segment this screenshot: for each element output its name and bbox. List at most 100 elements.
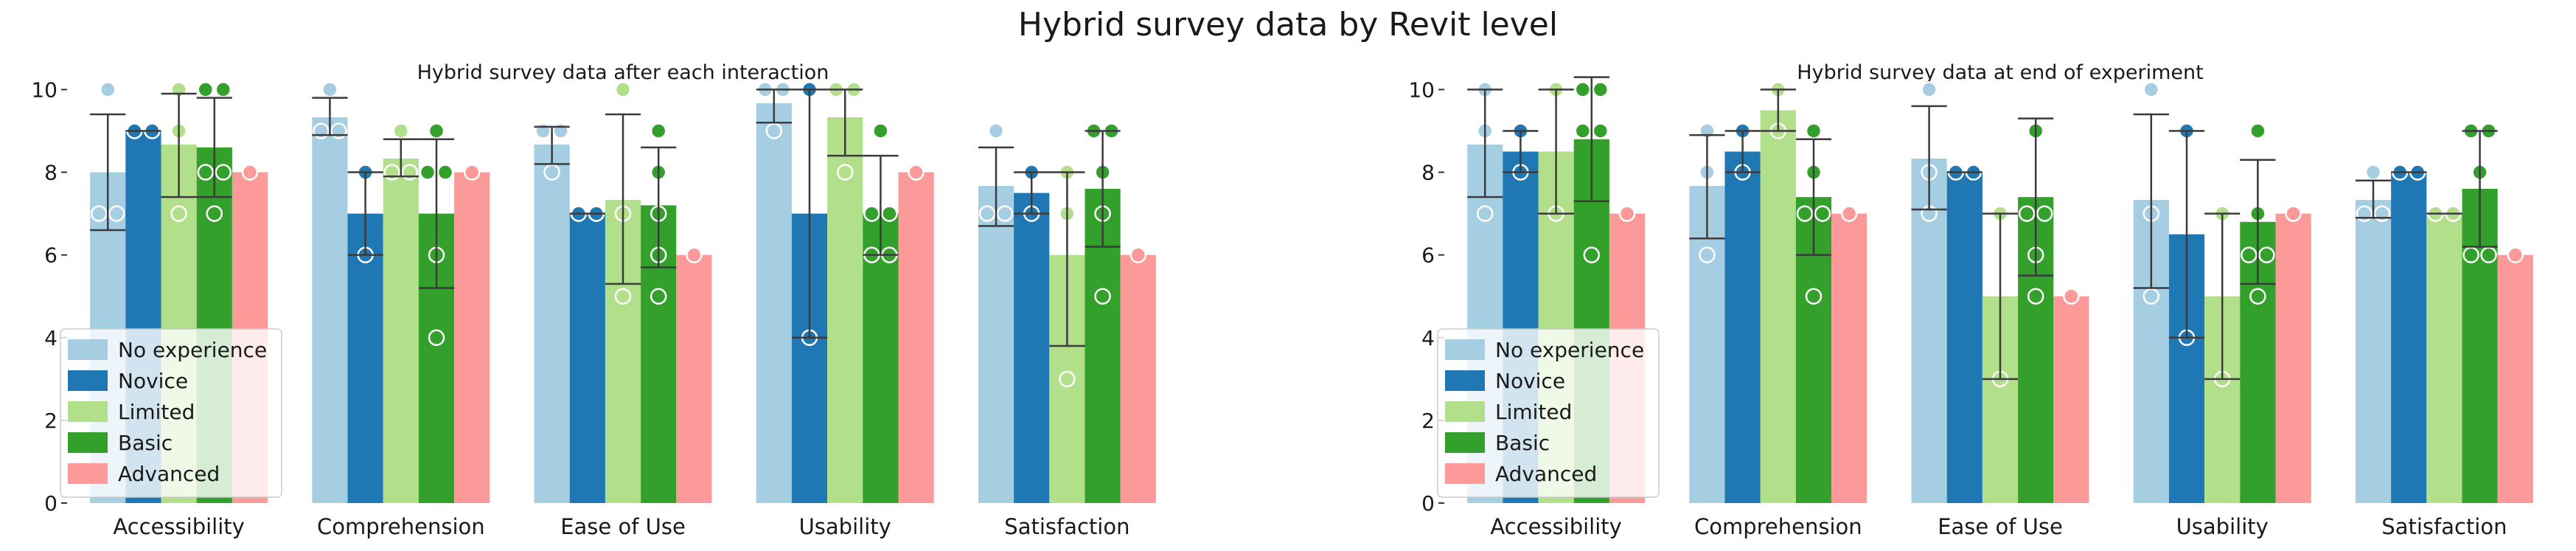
y-tick-label: 6 (1421, 243, 1435, 268)
legend-label: Novice (118, 369, 188, 393)
data-point (215, 164, 232, 181)
data-point (908, 164, 925, 181)
data-point (2480, 246, 2497, 263)
data-point (1476, 205, 1494, 222)
data-point (1129, 246, 1147, 263)
figure-title: Hybrid survey data by Revit level (1017, 6, 1559, 44)
chart-panel-2: Hybrid survey data at end of experiment 0… (1408, 61, 2533, 539)
data-point (552, 122, 569, 139)
legend-swatch (1445, 463, 1485, 484)
data-point (392, 122, 410, 139)
data-point (2241, 246, 2258, 263)
data-point (419, 164, 436, 181)
data-point (463, 164, 481, 181)
data-point (996, 205, 1014, 222)
data-point (330, 122, 347, 139)
data-point (1618, 205, 1636, 222)
data-point (2507, 246, 2524, 263)
y-tick-label: 4 (44, 326, 58, 350)
x-tick-label: Ease of Use (1938, 514, 2063, 539)
data-point (650, 122, 667, 139)
data-point (2258, 246, 2275, 263)
data-point (1574, 122, 1592, 139)
data-point (99, 81, 116, 98)
x-tick-label: Satisfaction (1004, 514, 1129, 539)
y-tick-label: 10 (31, 77, 58, 102)
bar (2355, 200, 2392, 503)
data-point (2142, 81, 2160, 98)
data-point (614, 81, 632, 98)
x-tick-label: Usability (2176, 514, 2269, 539)
x-tick-label: Comprehension (1694, 514, 1862, 539)
legend-swatch (1445, 370, 1485, 391)
data-point (1796, 205, 1814, 222)
data-point (2364, 164, 2382, 181)
data-point (1592, 81, 1609, 98)
legend-swatch (1445, 401, 1485, 422)
bar (383, 159, 419, 503)
data-point (1574, 81, 1592, 98)
x-tick-label: Ease of Use (560, 514, 686, 539)
data-point (2018, 205, 2036, 222)
y-tick-label: 8 (44, 161, 58, 185)
data-point (1592, 122, 1609, 139)
legend-label: Limited (118, 400, 195, 424)
legend-swatch (68, 370, 108, 391)
x-tick-label: Satisfaction (2381, 514, 2507, 539)
legend-label: Advanced (1495, 462, 1597, 486)
data-point (978, 205, 996, 222)
data-point (428, 329, 445, 347)
bar (676, 254, 712, 503)
data-point (765, 122, 783, 139)
bar (2275, 213, 2311, 503)
legend-label: No experience (118, 338, 267, 362)
data-point (2036, 205, 2053, 222)
data-point (313, 122, 330, 139)
legend-swatch (68, 339, 108, 360)
data-point (197, 164, 215, 181)
bar (1724, 151, 1761, 503)
data-point (2249, 122, 2266, 139)
legend-swatch (68, 432, 108, 453)
bar (756, 103, 792, 503)
bar (1014, 193, 1050, 503)
data-point (2373, 205, 2391, 222)
y-tick-label: 0 (44, 491, 58, 516)
chart-subtitle: Hybrid survey data after each interactio… (417, 61, 829, 84)
data-point (863, 205, 880, 222)
data-point (2027, 288, 2044, 305)
legend-label: Advanced (118, 462, 220, 486)
data-point (401, 164, 419, 181)
bar (1946, 172, 1983, 504)
legend-label: Basic (1495, 431, 1550, 455)
x-tick-label: Accessibility (1490, 514, 1621, 539)
data-point (1059, 370, 1076, 388)
data-point (2356, 205, 2373, 222)
bar (534, 144, 570, 504)
data-point (170, 205, 187, 222)
bar (569, 213, 605, 503)
bar (2053, 296, 2089, 503)
data-point (1840, 205, 1858, 222)
bar (312, 117, 348, 503)
data-point (2249, 288, 2266, 305)
bar (454, 172, 490, 504)
bar (2497, 254, 2533, 503)
data-point (1805, 288, 1823, 305)
data-point (836, 164, 854, 181)
data-point (650, 288, 667, 305)
data-point (1921, 81, 1938, 98)
data-point (197, 81, 215, 98)
data-point (1094, 288, 1111, 305)
data-point (321, 81, 338, 98)
data-point (436, 164, 454, 181)
data-point (383, 164, 401, 181)
bar (898, 172, 934, 504)
x-tick-label: Accessibility (113, 514, 244, 539)
data-point (215, 81, 232, 98)
data-point (535, 122, 551, 139)
data-point (241, 164, 259, 181)
legend-label: Limited (1495, 400, 1572, 424)
bar (2391, 172, 2427, 504)
